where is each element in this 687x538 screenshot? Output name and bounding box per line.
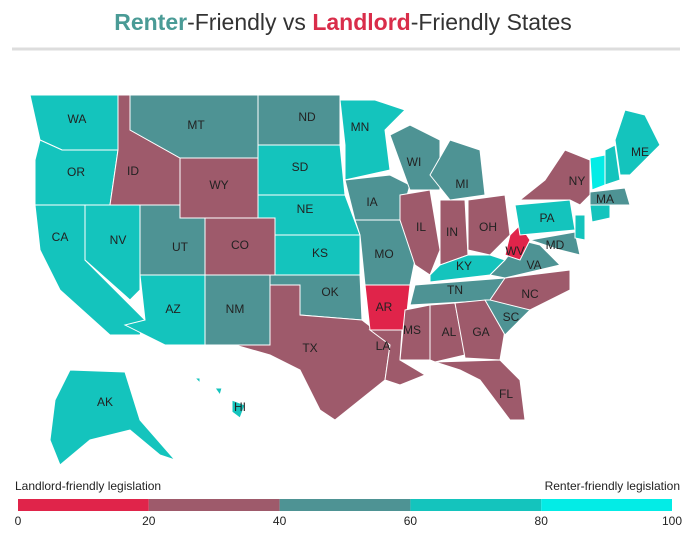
state-label: NV: [110, 233, 127, 247]
title-part: -Friendly vs: [187, 9, 312, 35]
state-label: SD: [292, 160, 309, 174]
state-label: UT: [172, 240, 189, 254]
state-label: WV: [505, 244, 524, 258]
state-label: ID: [127, 164, 139, 178]
state-label: CA: [52, 230, 69, 244]
legend-swatch: [410, 499, 542, 511]
legend-tick-label: 80: [535, 514, 549, 528]
state-label: CO: [231, 238, 249, 252]
state-label: OR: [67, 165, 85, 179]
state-label: AL: [442, 325, 457, 339]
state-label: MT: [187, 118, 205, 132]
state-label: IL: [416, 220, 426, 234]
state-label: VA: [526, 258, 541, 272]
state-label: IA: [366, 195, 377, 209]
state-label: WY: [209, 178, 228, 192]
state-label: ME: [631, 145, 649, 159]
legend-bar: 0 20 40 60 80 100: [15, 499, 682, 528]
state-label: KS: [312, 246, 328, 260]
state-label: NC: [521, 287, 539, 301]
state-label: MS: [403, 323, 421, 337]
title: Renter-Friendly vs Landlord-Friendly Sta…: [114, 9, 572, 35]
state: [49, 369, 177, 466]
state: [489, 269, 571, 311]
legend-tick-label: 40: [273, 514, 287, 528]
state-label: LA: [376, 339, 391, 353]
state: [454, 299, 506, 361]
state-label: TX: [302, 341, 317, 355]
state: [429, 254, 506, 283]
legend-tick-label: 100: [662, 514, 682, 528]
state: [614, 109, 661, 176]
title-part: -Friendly States: [411, 9, 572, 35]
state: [234, 284, 391, 421]
legend-left-label: Landlord-friendly legislation: [15, 479, 161, 493]
state-label: WI: [407, 155, 422, 169]
legend-swatch: [18, 499, 149, 511]
legend-right-label: Renter-friendly legislation: [545, 479, 680, 493]
legend-tick-label: 60: [404, 514, 418, 528]
state-label: AR: [376, 300, 393, 314]
state-label: NE: [297, 202, 314, 216]
state-label: FL: [499, 387, 513, 401]
state: [339, 99, 406, 181]
state: [368, 329, 427, 386]
state-label: HI: [234, 400, 246, 414]
state-label: SC: [503, 310, 520, 324]
state-label: MI: [455, 177, 468, 191]
state: [193, 377, 246, 419]
legend-swatch: [541, 499, 672, 511]
state-label: AK: [97, 395, 113, 409]
state-label: MA: [596, 192, 614, 206]
state: [574, 214, 586, 241]
state: [467, 194, 511, 256]
state-label: MN: [351, 120, 370, 134]
state-label: AZ: [165, 302, 180, 316]
title-part: Renter: [114, 9, 187, 35]
state-label: OK: [321, 285, 338, 299]
title-part: Landlord: [312, 9, 410, 35]
state-label: KY: [456, 259, 472, 273]
us-map: WA OR CA NV ID MT WY UT CO AZ NM ND SD NE KS OK TX MN IA MO…: [29, 94, 661, 466]
state: [589, 154, 606, 191]
state: [429, 302, 466, 363]
state: [529, 231, 581, 256]
state-label: MD: [546, 238, 565, 252]
state-label: NM: [226, 302, 245, 316]
state: [434, 359, 526, 421]
state: [518, 149, 591, 206]
state-label: TN: [447, 283, 463, 297]
state-label: ND: [298, 110, 316, 124]
state: [589, 187, 631, 206]
legend-swatch: [279, 499, 411, 511]
state: [604, 144, 621, 186]
legend-tick-label: 20: [142, 514, 156, 528]
state-label: OH: [479, 220, 497, 234]
state: [488, 239, 561, 279]
state: [429, 139, 486, 201]
legend-swatch: [148, 499, 280, 511]
legend-tick-label: 0: [15, 514, 22, 528]
state-label: PA: [539, 211, 554, 225]
state-label: NY: [569, 174, 586, 188]
state: [589, 204, 611, 223]
state-label: WA: [68, 112, 87, 126]
state-label: MO: [374, 247, 393, 261]
state-label: GA: [472, 325, 489, 339]
state-label: IN: [446, 225, 458, 239]
